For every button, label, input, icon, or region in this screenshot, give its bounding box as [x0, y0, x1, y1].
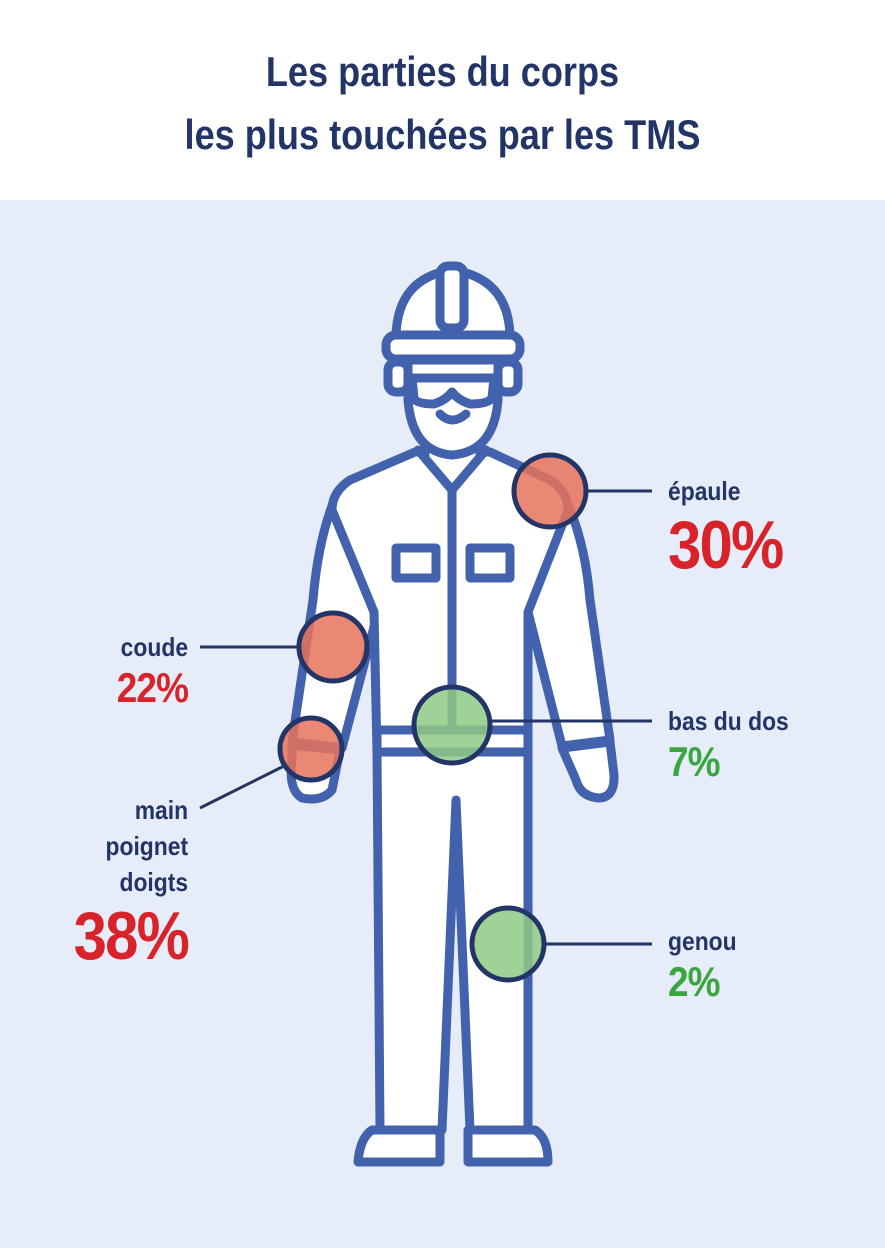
- marker-coude: [296, 610, 370, 684]
- label-epaule: épaule 30%: [668, 473, 784, 583]
- label-coude: coude 22%: [116, 629, 189, 711]
- marker-bas-du-dos: [411, 684, 493, 766]
- marker-main: [277, 715, 345, 783]
- label-main: main poignet doigts 38%: [73, 792, 190, 974]
- label-genou-name: genou: [668, 926, 737, 956]
- label-coude-name: coude: [120, 632, 188, 662]
- label-main-line-2: poignet: [105, 831, 188, 861]
- label-epaule-name: épaule: [668, 476, 741, 506]
- helmet-ridge: [435, 261, 469, 333]
- marker-epaule: [511, 452, 589, 530]
- label-bas-du-dos-name: bas du dos: [668, 706, 789, 736]
- label-bas-du-dos-value: 7%: [668, 738, 721, 785]
- right-pocket: [465, 543, 515, 583]
- leader-main: [199, 764, 285, 810]
- left-ear: [383, 357, 413, 397]
- title-line-2: les plus touchées par les TMS: [184, 111, 701, 158]
- label-coude-value: 22%: [116, 664, 189, 711]
- label-main-line-1: main: [134, 795, 188, 825]
- label-main-line-3: doigts: [119, 867, 188, 897]
- label-bas-du-dos: bas du dos 7%: [668, 703, 789, 785]
- right-shoe: [463, 1125, 553, 1167]
- page-title: Les parties du corps les plus touchées p…: [62, 40, 823, 166]
- label-genou-value: 2%: [668, 958, 721, 1005]
- marker-genou: [469, 905, 547, 983]
- label-epaule-value: 30%: [668, 507, 784, 583]
- right-hand: [557, 737, 619, 803]
- left-pocket: [391, 543, 441, 583]
- left-shoe: [353, 1125, 445, 1167]
- smile: [435, 409, 471, 425]
- label-genou: genou 2%: [668, 923, 737, 1005]
- label-main-value: 38%: [73, 898, 190, 974]
- title-line-1: Les parties du corps: [265, 48, 620, 95]
- safety-glasses: [407, 373, 499, 409]
- right-ear: [493, 357, 523, 397]
- helmet-brim: [381, 330, 525, 364]
